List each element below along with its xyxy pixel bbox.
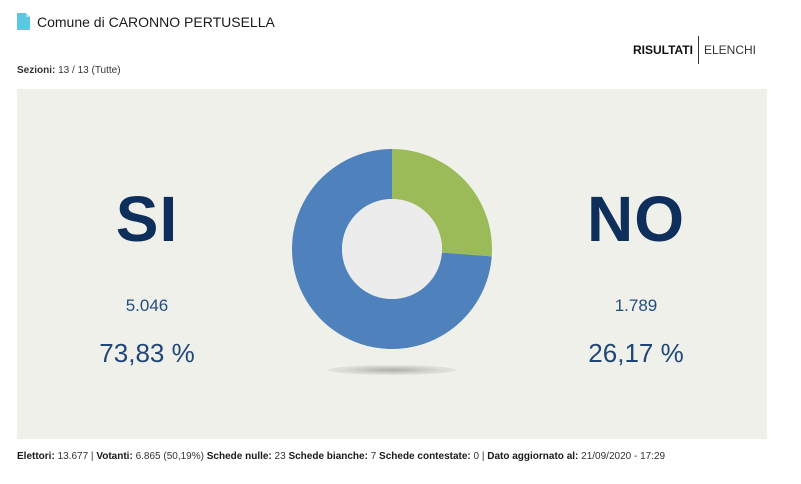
tab-elenchi[interactable]: ELENCHI xyxy=(703,43,756,57)
si-percent: 73,83 % xyxy=(99,338,195,368)
votanti-value: 6.865 (50,19%) xyxy=(135,451,204,462)
aggiornato-value: 21/09/2020 - 17:29 xyxy=(581,451,666,462)
no-votes: 1.789 xyxy=(614,296,658,315)
elettori-label: Elettori: xyxy=(17,451,55,462)
results-panel: SI 5.046 73,83 % NO 1.789 26,17 % xyxy=(17,89,767,439)
page-title: Comune di CARONNO PERTUSELLA xyxy=(37,13,275,30)
footer-stats: Elettori: 13.677 | Votanti: 6.865 (50,19… xyxy=(17,451,666,462)
chart-shadow xyxy=(328,365,456,375)
slice-no xyxy=(392,149,492,257)
si-votes: 5.046 xyxy=(125,296,169,315)
slice-si xyxy=(291,149,492,349)
sezioni-label: Sezioni: xyxy=(17,65,56,76)
elettori-value: 13.677 xyxy=(57,451,89,462)
votanti-label: Votanti: xyxy=(96,451,133,462)
sezioni-value: 13 / 13 (Tutte) xyxy=(58,65,121,76)
tab-risultati[interactable]: RISULTATI xyxy=(632,43,693,57)
result-si: SI 5.046 73,83 % xyxy=(47,187,247,369)
nulle-value: 23 xyxy=(274,451,286,462)
page-header: Comune di CARONNO PERTUSELLA xyxy=(17,13,275,30)
aggiornato-label: Dato aggiornato al: xyxy=(487,451,579,462)
donut-svg xyxy=(291,149,492,349)
bianche-value: 7 xyxy=(370,451,377,462)
document-icon xyxy=(17,13,30,30)
view-tabs: RISULTATI ELENCHI xyxy=(628,36,761,64)
contestate-label: Schede contestate: xyxy=(379,451,471,462)
contestate-value: 0 xyxy=(473,451,480,462)
sezioni-info: Sezioni: 13 / 13 (Tutte) xyxy=(17,65,121,76)
bianche-label: Schede bianche: xyxy=(288,451,368,462)
result-no: NO 1.789 26,17 % xyxy=(536,187,736,369)
si-label: SI xyxy=(115,183,179,255)
no-percent: 26,17 % xyxy=(588,338,684,368)
no-label: NO xyxy=(587,183,685,255)
tab-divider xyxy=(697,36,699,64)
donut-hole xyxy=(342,199,442,299)
nulle-label: Schede nulle: xyxy=(206,451,272,462)
donut-chart xyxy=(291,149,492,349)
